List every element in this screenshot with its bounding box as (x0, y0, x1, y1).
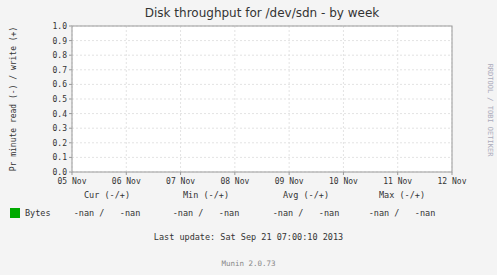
grid-line (72, 99, 452, 100)
tick-label: 0.2 (53, 139, 68, 148)
stat-header: Min (-/+) (183, 190, 229, 200)
axis-label: Pr minute read (-) / write (+) (9, 27, 18, 172)
tick-label: 11 Nov (383, 177, 412, 186)
tick-label: 0.6 (53, 80, 68, 89)
legend-entry: Bytes (25, 208, 51, 218)
plot-frame (72, 26, 452, 172)
tick-label: 0.8 (53, 51, 68, 60)
tick-label: 09 Nov (275, 177, 304, 186)
tick-label: 10 Nov (329, 177, 358, 186)
grid-line (126, 26, 127, 172)
tick-label: 0.4 (53, 110, 68, 119)
stat-value: -nan / -nan (369, 208, 436, 218)
grid-line (72, 84, 452, 85)
tick-label: 0.9 (53, 37, 68, 46)
chart: Disk throughput for /dev/sdn - by week 0.… (0, 0, 497, 275)
tick-label: 0.7 (53, 66, 68, 75)
grid-line (72, 55, 452, 56)
stat-value: -nan / -nan (173, 208, 240, 218)
grid-line (72, 128, 452, 129)
tick-label: 0.3 (53, 124, 68, 133)
legend-swatch (10, 208, 20, 218)
watermark: RRDTOOL / TOBI OETIKER (486, 64, 494, 158)
stat-header: Avg (-/+) (283, 190, 329, 200)
tick-label: 12 Nov (438, 177, 467, 186)
grid-line (72, 113, 452, 114)
grid-line (72, 40, 452, 41)
tick-label: 05 Nov (58, 177, 87, 186)
tick-label: 07 Nov (166, 177, 195, 186)
stat-value: -nan / -nan (273, 208, 340, 218)
tick-label: 0.0 (53, 168, 68, 177)
stat-header: Cur (-/+) (84, 190, 130, 200)
plot-area (72, 26, 452, 172)
version: Munin 2.0.73 (221, 259, 275, 268)
tick-label: 0.1 (53, 153, 68, 162)
stat-header: Max (-/+) (379, 190, 425, 200)
tick-label: 0.5 (53, 95, 68, 104)
last-update: Last update: Sat Sep 21 07:00:10 2013 (154, 232, 343, 242)
grid-line (234, 26, 235, 172)
tick-label: 1.0 (53, 22, 68, 31)
stat-value: -nan / -nan (74, 208, 141, 218)
tick-label: 08 Nov (220, 177, 249, 186)
grid-line (289, 26, 290, 172)
tick-label: 06 Nov (112, 177, 141, 186)
grid-line (343, 26, 344, 172)
grid-line (72, 142, 452, 143)
title: Disk throughput for /dev/sdn - by week (145, 6, 380, 20)
grid-line (397, 26, 398, 172)
grid-line (72, 157, 452, 158)
grid-line (72, 69, 452, 70)
grid-line (180, 26, 181, 172)
